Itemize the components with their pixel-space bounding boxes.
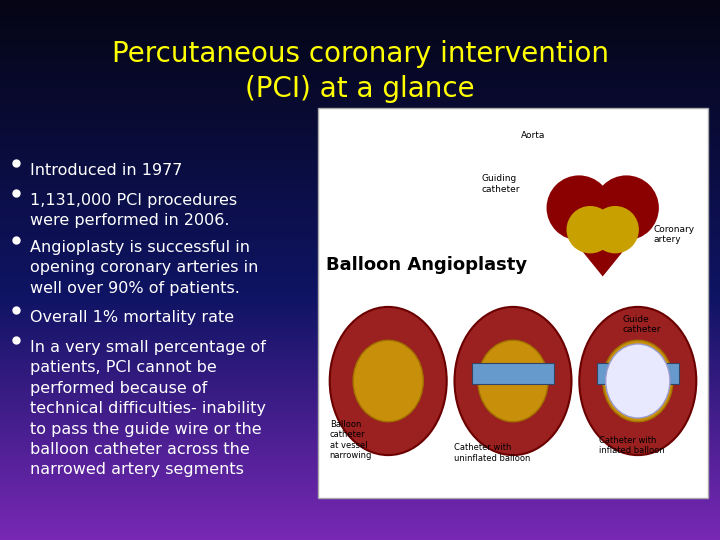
Ellipse shape <box>580 307 696 455</box>
Bar <box>318 108 708 498</box>
Text: Catheter with
uninflated balloon: Catheter with uninflated balloon <box>454 443 531 463</box>
Text: Overall 1% mortality rate: Overall 1% mortality rate <box>30 310 234 325</box>
Polygon shape <box>549 211 656 276</box>
Text: Catheter with
inflated balloon: Catheter with inflated balloon <box>599 436 665 455</box>
Text: Coronary
artery: Coronary artery <box>654 225 695 245</box>
Text: Guiding
catheter: Guiding catheter <box>482 174 521 194</box>
Text: Aorta: Aorta <box>521 131 545 140</box>
Ellipse shape <box>330 307 446 455</box>
Circle shape <box>591 206 639 253</box>
Text: Guide
catheter: Guide catheter <box>622 315 661 334</box>
Ellipse shape <box>353 340 423 422</box>
Circle shape <box>546 176 611 240</box>
Text: Balloon
catheter
at vessel
narrowing: Balloon catheter at vessel narrowing <box>330 420 372 460</box>
Text: Balloon Angioplasty: Balloon Angioplasty <box>326 256 527 274</box>
Text: Angioplasty is successful in
opening coronary arteries in
well over 90% of patie: Angioplasty is successful in opening cor… <box>30 240 258 296</box>
Bar <box>597 363 679 384</box>
Ellipse shape <box>603 340 673 422</box>
Text: (PCI) at a glance: (PCI) at a glance <box>246 75 474 103</box>
Circle shape <box>594 176 659 240</box>
Text: 1,131,000 PCI procedures
were performed in 2006.: 1,131,000 PCI procedures were performed … <box>30 193 237 228</box>
Ellipse shape <box>454 307 572 455</box>
Ellipse shape <box>478 340 548 422</box>
Text: In a very small percentage of
patients, PCI cannot be
performed because of
techn: In a very small percentage of patients, … <box>30 340 266 477</box>
Text: Introduced in 1977: Introduced in 1977 <box>30 163 182 178</box>
Text: Percutaneous coronary intervention: Percutaneous coronary intervention <box>112 40 608 68</box>
Circle shape <box>567 206 614 253</box>
Bar <box>472 363 554 384</box>
Ellipse shape <box>606 344 670 418</box>
